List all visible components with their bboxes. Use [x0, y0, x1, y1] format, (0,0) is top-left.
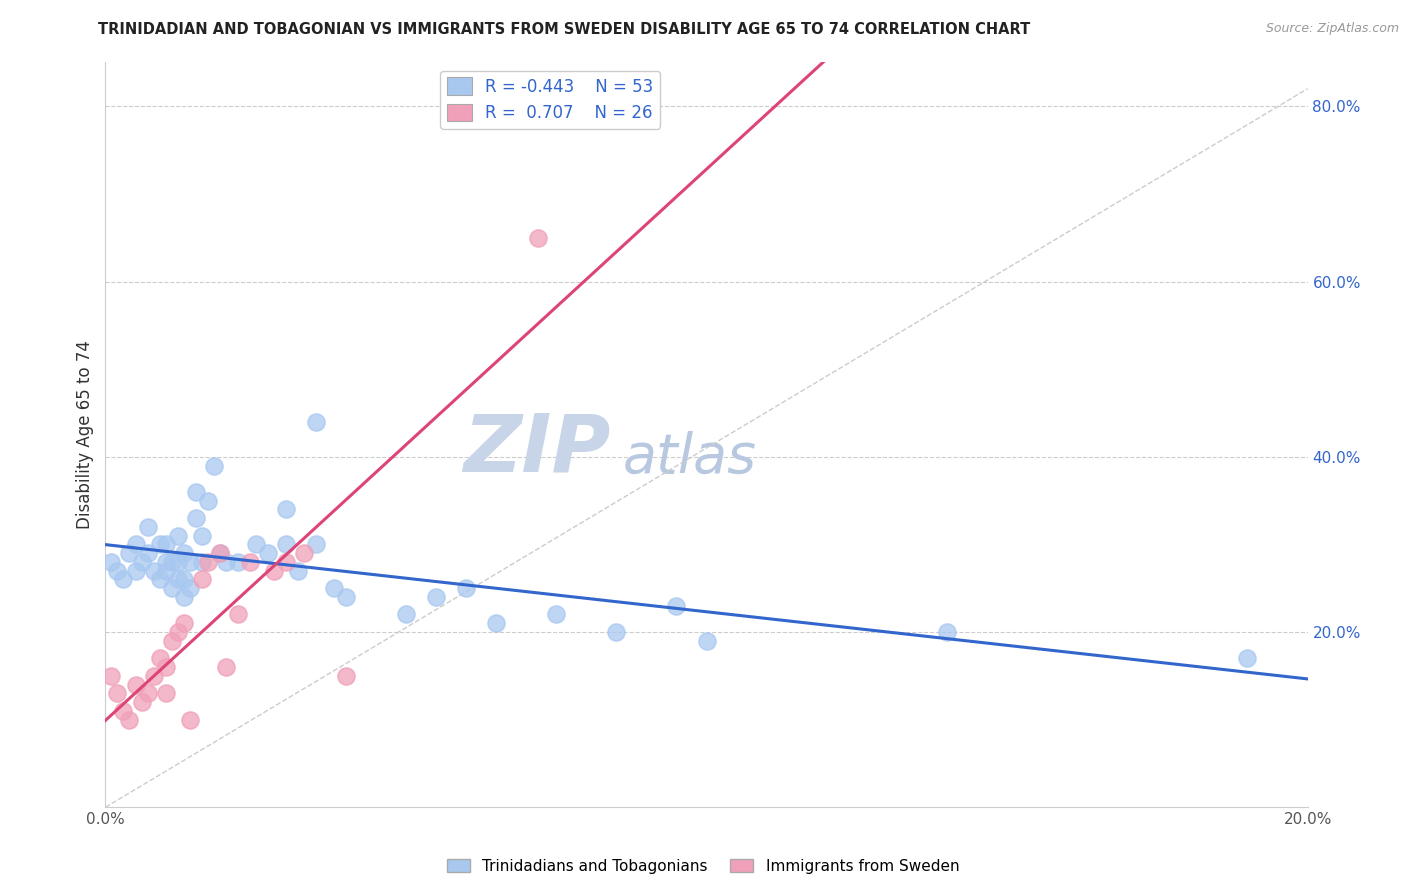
Point — [155, 660, 177, 674]
Text: ZIP: ZIP — [463, 410, 610, 489]
Point — [696, 633, 718, 648]
Point — [197, 493, 219, 508]
Point — [124, 677, 146, 691]
Point — [136, 686, 159, 700]
Point — [605, 625, 627, 640]
Point — [322, 581, 344, 595]
Point — [148, 651, 170, 665]
Point — [173, 573, 195, 587]
Point — [245, 537, 267, 551]
Point — [226, 607, 249, 622]
Point — [425, 590, 447, 604]
Point — [160, 581, 183, 595]
Point — [155, 686, 177, 700]
Point — [190, 555, 212, 569]
Point — [107, 564, 129, 578]
Point — [160, 633, 183, 648]
Point — [112, 573, 135, 587]
Point — [179, 713, 201, 727]
Point — [208, 546, 231, 560]
Point — [118, 713, 141, 727]
Point — [485, 616, 508, 631]
Point — [166, 625, 188, 640]
Point — [166, 528, 188, 542]
Point — [166, 573, 188, 587]
Point — [184, 511, 207, 525]
Point — [160, 555, 183, 569]
Point — [546, 607, 568, 622]
Point — [197, 555, 219, 569]
Point — [214, 555, 236, 569]
Point — [179, 581, 201, 595]
Point — [100, 555, 122, 569]
Point — [155, 555, 177, 569]
Point — [166, 555, 188, 569]
Point — [527, 230, 550, 244]
Point — [274, 555, 297, 569]
Point — [305, 537, 328, 551]
Point — [274, 502, 297, 516]
Point — [202, 458, 225, 473]
Point — [214, 660, 236, 674]
Y-axis label: Disability Age 65 to 74: Disability Age 65 to 74 — [76, 341, 94, 529]
Point — [292, 546, 315, 560]
Point — [155, 564, 177, 578]
Point — [173, 616, 195, 631]
Point — [239, 555, 262, 569]
Point — [142, 669, 165, 683]
Point — [179, 555, 201, 569]
Point — [936, 625, 959, 640]
Point — [190, 573, 212, 587]
Point — [155, 537, 177, 551]
Point — [136, 546, 159, 560]
Point — [131, 555, 153, 569]
Point — [107, 686, 129, 700]
Point — [112, 704, 135, 718]
Point — [226, 555, 249, 569]
Text: atlas: atlas — [623, 431, 756, 483]
Point — [395, 607, 418, 622]
Point — [665, 599, 688, 613]
Point — [190, 528, 212, 542]
Legend: R = -0.443    N = 53, R =  0.707    N = 26: R = -0.443 N = 53, R = 0.707 N = 26 — [440, 70, 661, 128]
Point — [136, 520, 159, 534]
Point — [1236, 651, 1258, 665]
Point — [335, 590, 357, 604]
Point — [335, 669, 357, 683]
Point — [124, 537, 146, 551]
Point — [256, 546, 278, 560]
Text: Source: ZipAtlas.com: Source: ZipAtlas.com — [1265, 22, 1399, 36]
Point — [148, 537, 170, 551]
Point — [142, 564, 165, 578]
Point — [305, 415, 328, 429]
Text: TRINIDADIAN AND TOBAGONIAN VS IMMIGRANTS FROM SWEDEN DISABILITY AGE 65 TO 74 COR: TRINIDADIAN AND TOBAGONIAN VS IMMIGRANTS… — [98, 22, 1031, 37]
Point — [148, 573, 170, 587]
Point — [287, 564, 309, 578]
Point — [118, 546, 141, 560]
Point — [100, 669, 122, 683]
Point — [208, 546, 231, 560]
Point — [454, 581, 477, 595]
Point — [274, 537, 297, 551]
Point — [184, 484, 207, 499]
Point — [131, 695, 153, 709]
Legend: Trinidadians and Tobagonians, Immigrants from Sweden: Trinidadians and Tobagonians, Immigrants… — [440, 853, 966, 880]
Point — [173, 590, 195, 604]
Point — [124, 564, 146, 578]
Point — [173, 546, 195, 560]
Point — [263, 564, 285, 578]
